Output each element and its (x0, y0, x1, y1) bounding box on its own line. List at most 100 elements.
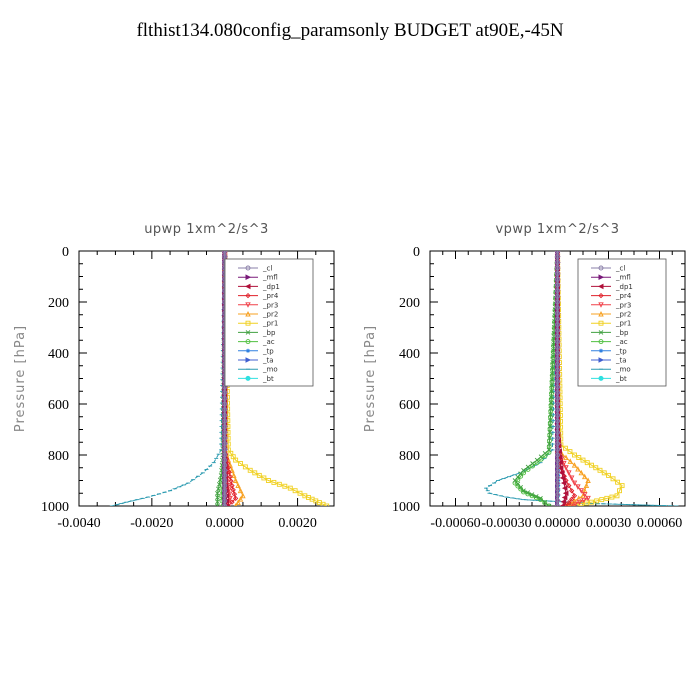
y-tick-label: 1000 (392, 500, 420, 515)
x-tick-label: 0.00030 (586, 516, 632, 531)
data-point (228, 478, 234, 484)
legend-entry: _tp (591, 347, 627, 355)
data-point (555, 407, 560, 413)
data-point (538, 496, 543, 501)
data-point (555, 435, 560, 441)
data-point (215, 499, 220, 505)
legend-marker (598, 339, 604, 345)
x-tick-label: 0.0020 (278, 516, 317, 531)
data-point (240, 492, 246, 499)
x-tick-label: -0.0020 (130, 516, 173, 531)
data-point (229, 467, 235, 473)
data-point (589, 462, 594, 468)
legend-label: _pr2 (262, 311, 278, 319)
data-point (571, 497, 578, 504)
legend-marker (245, 339, 251, 345)
chart-vpwp: vpwp 1xm^2/s^3 Pressure [hPa] 0 200 400 600 80… (363, 222, 686, 531)
legend-marker (597, 283, 604, 290)
legend-label: _mo (615, 366, 631, 374)
legend-entry: _ta (591, 357, 627, 365)
legend-label: _tp (615, 347, 627, 355)
data-point (555, 310, 560, 316)
data-point (555, 293, 560, 299)
data-point (555, 390, 560, 396)
y-tick-label: 200 (48, 296, 69, 311)
data-point (609, 494, 615, 500)
legend-entry: _pr2 (238, 311, 278, 319)
legend-marker (245, 302, 251, 308)
data-point (222, 395, 228, 401)
data-point (557, 459, 563, 466)
data-point (529, 492, 535, 497)
data-point (546, 503, 552, 506)
data-point (555, 254, 560, 260)
data-point (222, 251, 228, 254)
data-point (584, 460, 590, 466)
data-point (548, 412, 553, 418)
legend-marker (245, 310, 251, 317)
legend-label: _ta (615, 357, 627, 365)
data-point (555, 429, 560, 435)
x-tick-label: 0.00060 (637, 516, 683, 531)
data-point (555, 452, 560, 458)
data-point (555, 384, 560, 390)
data-point (614, 493, 620, 499)
data-point (599, 497, 605, 503)
legend-label: _pr2 (615, 311, 631, 319)
data-point (604, 495, 610, 501)
data-point (549, 377, 555, 383)
data-point (572, 452, 577, 458)
data-point (265, 478, 271, 483)
data-point (561, 485, 568, 491)
legend-marker (598, 274, 605, 281)
y-tick-label: 800 (48, 449, 69, 464)
legend-label: _bt (615, 375, 627, 383)
data-point (550, 365, 555, 371)
legend-label: _ta (262, 357, 274, 365)
data-point (617, 488, 622, 494)
data-point (569, 488, 575, 494)
data-point (562, 490, 569, 497)
legend-label: _cl (615, 265, 625, 273)
data-point (233, 495, 239, 501)
legend-marker (598, 320, 604, 326)
data-point (569, 496, 575, 502)
data-point (550, 348, 556, 353)
data-point (567, 449, 573, 455)
data-point (235, 482, 241, 489)
data-point (610, 476, 616, 482)
legend-marker (246, 348, 250, 353)
data-point (546, 441, 552, 447)
data-point (222, 429, 228, 435)
data-point (222, 441, 228, 447)
legend-entry: _pr1 (591, 320, 631, 328)
data-point (222, 418, 228, 424)
data-point (237, 487, 244, 494)
x-tick-label: 0.00000 (535, 516, 581, 531)
data-point (226, 469, 232, 475)
data-point (578, 488, 585, 494)
legend-entry: _mfl (238, 274, 278, 282)
legend-entry: _cl (238, 265, 272, 273)
data-point (555, 424, 560, 430)
data-point (555, 339, 560, 345)
data-point (566, 470, 572, 476)
legend-marker (245, 375, 251, 381)
data-point (581, 492, 588, 498)
data-point (555, 503, 560, 506)
data-point (555, 271, 560, 277)
y-tick-label: 800 (399, 449, 420, 464)
data-point (555, 288, 560, 294)
data-point (583, 500, 589, 506)
legend-label: _mfl (262, 274, 278, 282)
chart-upwp: upwp 1xm^2/s^3 Pressure [hPa] 0 200 400 600 80… (13, 222, 335, 531)
data-point (555, 316, 560, 322)
data-point (222, 424, 228, 430)
data-point (594, 498, 600, 504)
data-point (555, 350, 560, 356)
y-tick-label: 200 (399, 296, 420, 311)
data-point (593, 465, 599, 471)
data-point (547, 435, 552, 441)
data-point (555, 344, 560, 350)
data-point (550, 353, 556, 359)
